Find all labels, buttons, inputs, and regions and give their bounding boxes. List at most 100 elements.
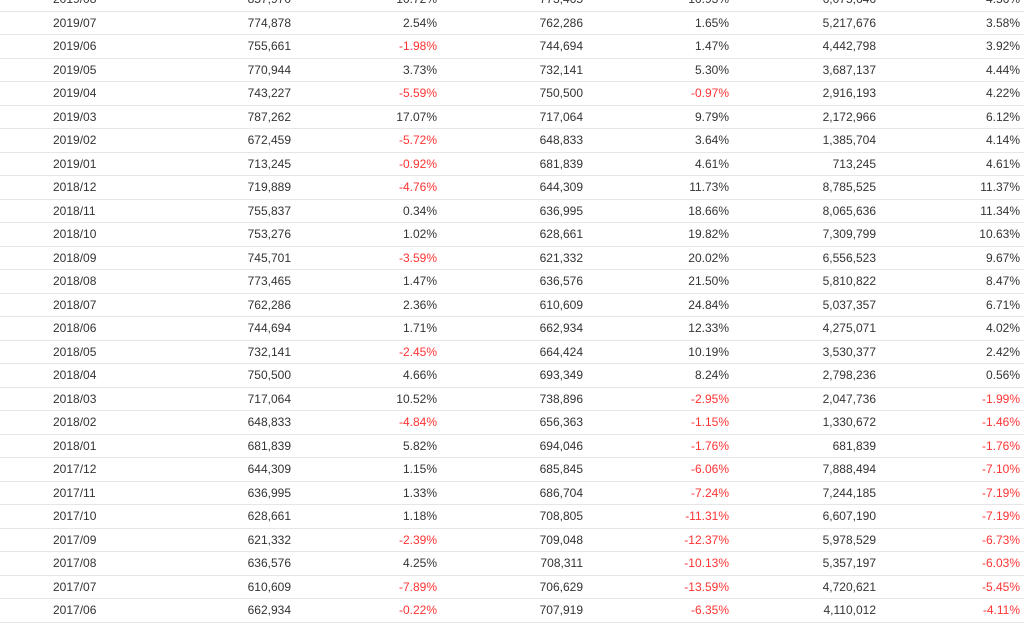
value-cell: 743,227 xyxy=(130,81,291,106)
change-cell: 1.33% xyxy=(291,481,437,505)
cumulative-change-cell: -7.19% xyxy=(876,481,1024,505)
prior-value-cell: 636,576 xyxy=(437,269,583,294)
change-cell: 4.66% xyxy=(291,363,437,388)
month-cell: 2017/08 xyxy=(0,551,130,576)
cumulative-cell: 6,075,646 xyxy=(729,0,876,12)
cumulative-cell: 8,065,636 xyxy=(729,199,876,223)
change-cell: 0.34% xyxy=(291,199,437,223)
prior-change-cell: 3.64% xyxy=(583,128,729,153)
prior-change-cell: 1.65% xyxy=(583,11,729,35)
change-cell: -4.76% xyxy=(291,175,437,200)
table-row: 2018/01 681,839 5.82% 694,046 -1.76% 681,839-… xyxy=(0,434,1024,458)
prior-change-cell: 21.50% xyxy=(583,269,729,294)
table-row: 2017/07 610,609 -7.89% 706,629 -13.59% 4,720,… xyxy=(0,575,1024,599)
prior-value-cell: 644,309 xyxy=(437,175,583,200)
prior-change-cell: -2.95% xyxy=(583,387,729,411)
prior-value-cell: 656,363 xyxy=(437,410,583,435)
cumulative-change-cell: 6.71% xyxy=(876,293,1024,317)
cumulative-change-cell: 0.56% xyxy=(876,363,1024,388)
cumulative-cell: 5,217,676 xyxy=(729,11,876,35)
prior-change-cell: -13.59% xyxy=(583,575,729,599)
cumulative-change-cell: 4.02% xyxy=(876,316,1024,341)
change-cell: -5.72% xyxy=(291,128,437,153)
prior-value-cell: 708,805 xyxy=(437,504,583,529)
cumulative-cell: 1,385,704 xyxy=(729,128,876,153)
cumulative-change-cell: -4.11% xyxy=(876,598,1024,623)
month-cell: 2019/07 xyxy=(0,11,130,35)
change-cell: 10.72% xyxy=(291,0,437,12)
month-cell: 2017/11 xyxy=(0,481,130,505)
prior-value-cell: 732,141 xyxy=(437,58,583,82)
cumulative-cell: 3,687,137 xyxy=(729,58,876,82)
change-cell: 10.52% xyxy=(291,387,437,411)
prior-change-cell: -1.76% xyxy=(583,434,729,458)
prior-change-cell: 10.19% xyxy=(583,340,729,364)
value-cell: 732,141 xyxy=(130,340,291,364)
table-row: 2018/08 773,465 1.47% 636,576 21.50% 5,810,82… xyxy=(0,269,1024,294)
table-row: 2017/12 644,309 1.15% 685,845 -6.06% 7,888,49… xyxy=(0,457,1024,482)
cumulative-change-cell: 3.58% xyxy=(876,11,1024,35)
cumulative-change-cell: 10.63% xyxy=(876,222,1024,247)
month-cell: 2018/02 xyxy=(0,410,130,435)
cumulative-change-cell: 4.56% xyxy=(876,0,1024,12)
prior-value-cell: 709,048 xyxy=(437,528,583,552)
value-cell: 773,465 xyxy=(130,269,291,294)
prior-value-cell: 664,424 xyxy=(437,340,583,364)
cumulative-change-cell: 8.47% xyxy=(876,269,1024,294)
cumulative-cell: 6,607,190 xyxy=(729,504,876,529)
cumulative-cell: 713,245 xyxy=(729,152,876,176)
table-row: 2019/08857,97010.72%773,46510.93%6,075,6… xyxy=(0,0,1024,12)
cumulative-change-cell: 9.67% xyxy=(876,246,1024,270)
month-cell: 2017/07 xyxy=(0,575,130,599)
table-row: 2017/10 628,661 1.18% 708,805 -11.31% 6,607,1… xyxy=(0,504,1024,529)
value-cell: 755,661 xyxy=(130,34,291,59)
prior-value-cell: 706,629 xyxy=(437,575,583,599)
cumulative-cell: 8,785,525 xyxy=(729,175,876,200)
cumulative-cell: 1,330,672 xyxy=(729,410,876,435)
table-row: 2017/11 636,995 1.33% 686,704 -7.24% 7,244,18… xyxy=(0,481,1024,505)
cumulative-change-cell: -6.03% xyxy=(876,551,1024,576)
value-cell: 774,878 xyxy=(130,11,291,35)
prior-change-cell: 9.79% xyxy=(583,105,729,129)
cumulative-cell: 5,810,822 xyxy=(729,269,876,294)
cumulative-cell: 3,530,377 xyxy=(729,340,876,364)
table-row: 2018/02 648,833 -4.84% 656,363 -1.15% 1,330,6… xyxy=(0,410,1024,435)
change-cell: 5.82% xyxy=(291,434,437,458)
prior-value-cell: 628,661 xyxy=(437,222,583,247)
month-cell: 2017/10 xyxy=(0,504,130,529)
table-row: 2017/06 662,934 -0.22% 707,919 -6.35% 4,110,0… xyxy=(0,598,1024,623)
prior-change-cell: 4.61% xyxy=(583,152,729,176)
cumulative-cell: 681,839 xyxy=(729,434,876,458)
month-cell: 2018/07 xyxy=(0,293,130,317)
change-cell: -0.22% xyxy=(291,598,437,623)
change-cell: -1.98% xyxy=(291,34,437,59)
cumulative-change-cell: 3.92% xyxy=(876,34,1024,59)
cumulative-change-cell: 11.34% xyxy=(876,199,1024,223)
prior-change-cell: -6.35% xyxy=(583,598,729,623)
cumulative-cell: 4,442,798 xyxy=(729,34,876,59)
value-cell: 717,064 xyxy=(130,387,291,411)
prior-value-cell: 694,046 xyxy=(437,434,583,458)
month-cell: 2017/09 xyxy=(0,528,130,552)
prior-value-cell: 744,694 xyxy=(437,34,583,59)
table-row: 2018/12 719,889 -4.76% 644,309 11.73% 8,785,5… xyxy=(0,175,1024,200)
cumulative-cell: 4,720,621 xyxy=(729,575,876,599)
cumulative-cell: 5,037,357 xyxy=(729,293,876,317)
table-row: 2019/06 755,661 -1.98% 744,694 1.47% 4,442,79… xyxy=(0,34,1024,59)
prior-change-cell: -10.13% xyxy=(583,551,729,576)
value-cell: 750,500 xyxy=(130,363,291,388)
cumulative-change-cell: -5.45% xyxy=(876,575,1024,599)
table-row: 2018/05 732,141 -2.45% 664,424 10.19% 3,530,3… xyxy=(0,340,1024,364)
cumulative-cell: 7,309,799 xyxy=(729,222,876,247)
prior-change-cell: -7.24% xyxy=(583,481,729,505)
value-cell: 745,701 xyxy=(130,246,291,270)
prior-value-cell: 750,500 xyxy=(437,81,583,106)
cumulative-cell: 5,978,529 xyxy=(729,528,876,552)
table-row: 2019/05 770,944 3.73% 732,141 5.30% 3,687,137… xyxy=(0,58,1024,82)
cumulative-change-cell: 11.37% xyxy=(876,175,1024,200)
change-cell: 2.54% xyxy=(291,11,437,35)
prior-value-cell: 685,845 xyxy=(437,457,583,482)
value-cell: 628,661 xyxy=(130,504,291,529)
cumulative-change-cell: -6.73% xyxy=(876,528,1024,552)
